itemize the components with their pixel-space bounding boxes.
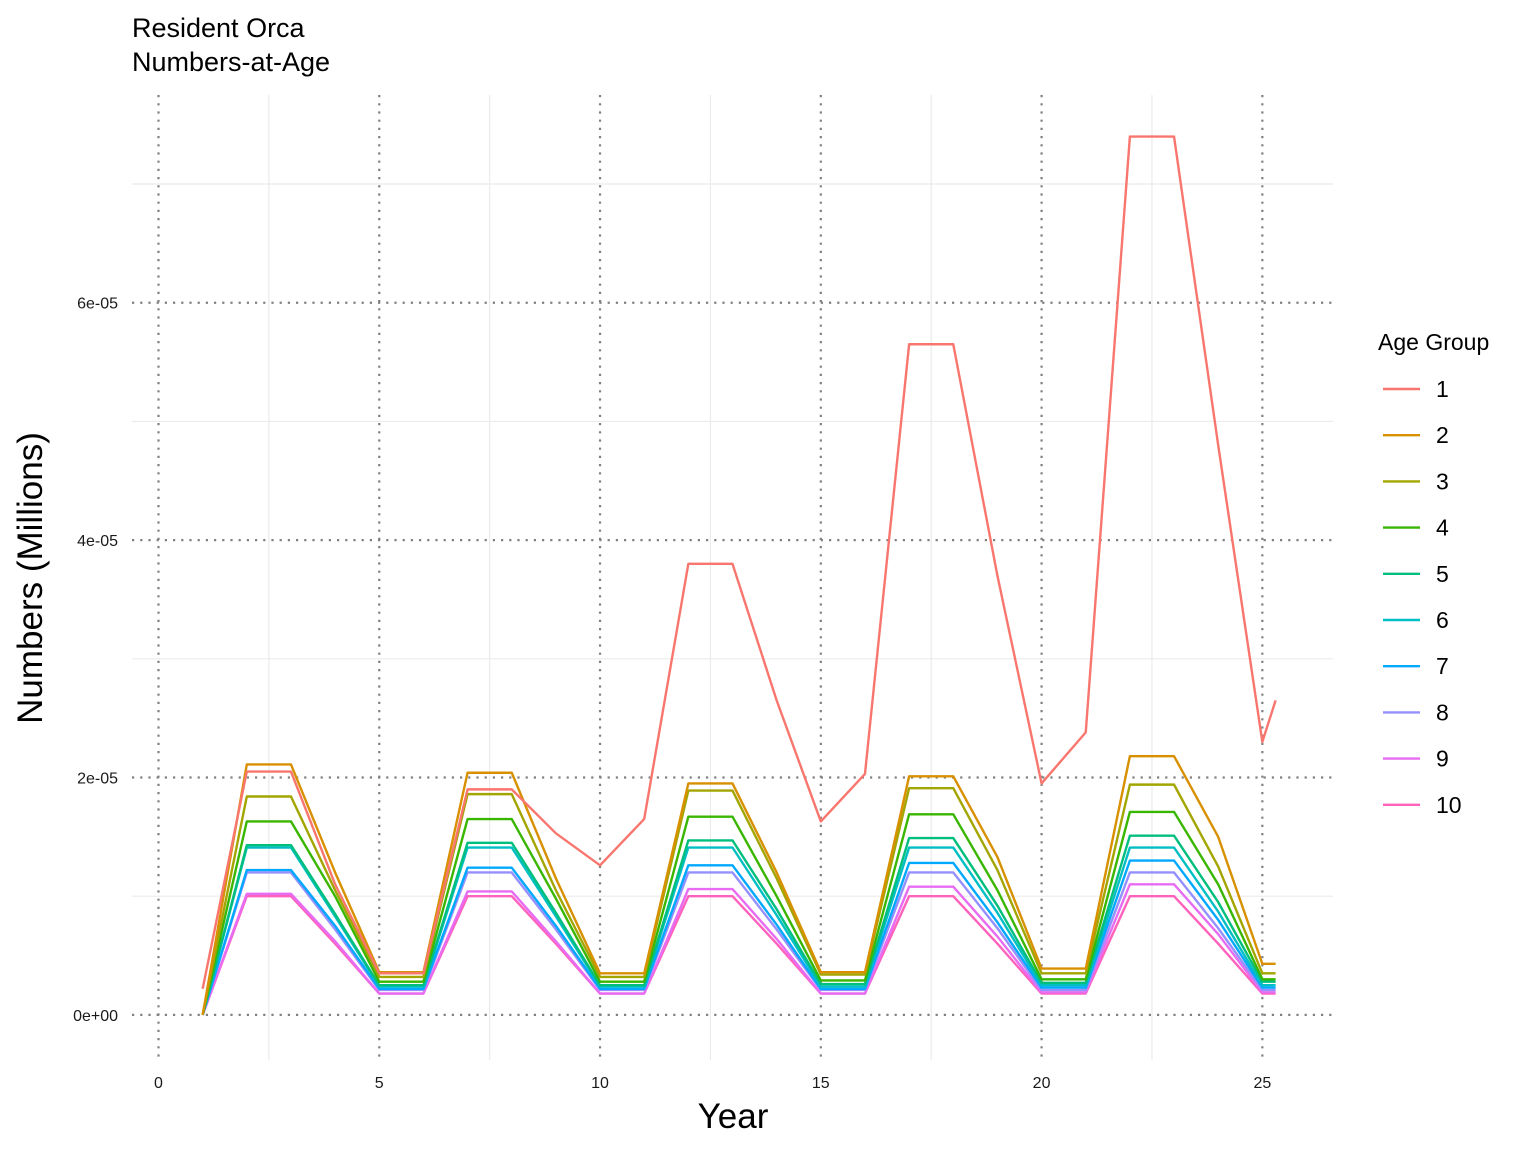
x-axis-title: Year <box>698 1097 769 1136</box>
series-line-age-9 <box>201 883 1276 1016</box>
x-tick-label-5: 25 <box>1253 1075 1271 1092</box>
legend-label-age-6: 6 <box>1436 607 1449 633</box>
legend: Age Group 1 2 3 4 5 6 7 8 9 10 <box>1378 329 1489 818</box>
x-tick-label-3: 15 <box>812 1075 830 1092</box>
x-tick-label-1: 5 <box>375 1075 384 1092</box>
x-tick-label-4: 20 <box>1033 1075 1051 1092</box>
legend-label-age-3: 3 <box>1436 468 1449 494</box>
series-lines <box>201 135 1277 1016</box>
legend-label-age-9: 9 <box>1436 746 1449 772</box>
series-line-age-1 <box>201 135 1277 990</box>
legend-items: 1 2 3 4 5 6 7 8 9 10 <box>1383 376 1462 818</box>
legend-title: Age Group <box>1378 329 1489 355</box>
y-tick-label-0: 0e+00 <box>73 1008 118 1025</box>
y-tick-label-3: 6e-05 <box>77 296 118 313</box>
legend-label-age-2: 2 <box>1436 422 1449 448</box>
legend-label-age-1: 1 <box>1436 376 1449 402</box>
series-line-age-5 <box>201 834 1276 1016</box>
legend-label-age-4: 4 <box>1436 515 1449 541</box>
y-axis-tick-labels: 0e+00 2e-05 4e-05 6e-05 <box>73 296 118 1025</box>
x-tick-label-0: 0 <box>154 1075 163 1092</box>
legend-label-age-10: 10 <box>1436 792 1462 818</box>
series-line-age-4 <box>201 810 1276 1016</box>
legend-label-age-8: 8 <box>1436 699 1449 725</box>
y-tick-label-1: 2e-05 <box>77 771 118 788</box>
x-tick-label-2: 10 <box>591 1075 609 1092</box>
chart-title-line-1: Resident Orca <box>132 13 306 43</box>
major-gridlines <box>132 95 1333 1060</box>
chart-title-line-2: Numbers-at-Age <box>132 47 330 77</box>
legend-label-age-5: 5 <box>1436 561 1449 587</box>
legend-label-age-7: 7 <box>1436 653 1449 679</box>
y-tick-label-2: 4e-05 <box>77 533 118 550</box>
series-line-age-3 <box>201 783 1276 1016</box>
x-axis-tick-labels: 0 5 10 15 20 25 <box>154 1075 1271 1092</box>
series-line-age-7 <box>201 859 1276 1016</box>
minor-gridlines <box>132 95 1333 1060</box>
y-axis-title: Numbers (Millions) <box>11 432 50 724</box>
